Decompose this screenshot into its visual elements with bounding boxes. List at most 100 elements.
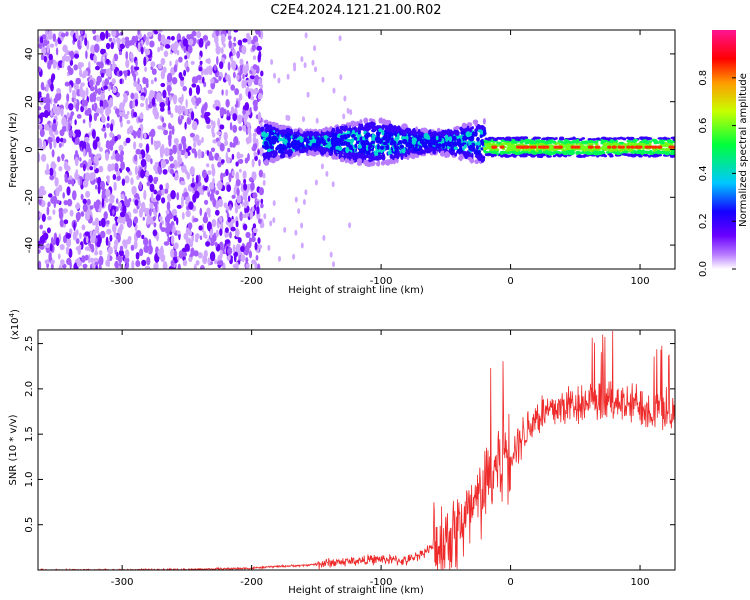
spectrogram-cell (232, 113, 238, 122)
spectrogram-cell (385, 125, 391, 132)
spectrogram-cell (293, 65, 297, 72)
spectrogram-cell (95, 225, 100, 234)
spectrogram-cell (75, 238, 80, 245)
spectrogram-cell (172, 144, 177, 155)
spectrogram-cell (423, 145, 429, 149)
spectrogram-cell (98, 263, 102, 269)
spectrogram-cell (358, 149, 365, 154)
spectrogram-cell (94, 84, 98, 92)
spectrogram-cell (223, 131, 228, 141)
spectrogram-cell (563, 139, 569, 142)
snr-background (38, 330, 675, 570)
spectrogram-cell (254, 261, 258, 269)
spectrogram-cell (198, 38, 204, 48)
spectrogram-cell (168, 155, 174, 162)
spectrogram-cell (98, 250, 103, 256)
spectrogram-cell (105, 188, 111, 198)
spectrogram-cell (77, 129, 81, 138)
spectrogram-cell (210, 119, 214, 127)
spectrogram-cell (476, 137, 480, 142)
spectrogram-cell (225, 168, 229, 177)
spectrogram-cell (125, 51, 129, 60)
spectrogram-cell (207, 65, 213, 75)
spectrogram-cell (303, 62, 307, 69)
spectrogram-cell (249, 106, 252, 114)
spectrogram-cell (663, 144, 668, 148)
spectrogram-cell (214, 79, 219, 84)
spectrogram-cell (314, 66, 317, 73)
spectrogram-cell (59, 137, 64, 143)
top-y-axis-label: Frequency (Hz) (8, 112, 19, 188)
spectrogram-cell (567, 152, 573, 155)
spectrogram-cell (191, 76, 197, 84)
spectrogram-cell (608, 149, 614, 152)
spectrogram-cell (162, 261, 168, 269)
spectrogram-cell (514, 138, 521, 141)
spectrogram-cell (107, 253, 110, 263)
spectrogram-cell (600, 140, 605, 143)
spectrogram-cell (213, 120, 216, 129)
spectrogram-cell (112, 57, 115, 67)
spectrogram-cell (345, 146, 350, 154)
spectrogram-cell (126, 261, 130, 269)
spectrogram-peak (491, 145, 496, 149)
spectrogram-cell (209, 228, 213, 239)
spectrogram-cell (64, 81, 70, 87)
spectrogram-cell (68, 128, 73, 139)
spectrogram-cell (100, 230, 106, 239)
spectrogram-cell (180, 115, 184, 120)
spectrogram-cell (85, 236, 89, 244)
spectrogram-cell (356, 158, 363, 164)
spectrogram-cell (94, 251, 99, 256)
spectrogram-cell (354, 143, 358, 148)
spectrogram-cell (306, 91, 310, 98)
spectrogram-cell (58, 253, 61, 260)
spectrogram-cell (304, 189, 308, 196)
spectrogram-cell (105, 106, 110, 117)
spectrogram-cell (187, 230, 193, 237)
spectrogram-cell (176, 217, 179, 226)
bottom-x-tick-label: -200 (240, 577, 263, 588)
spectrogram-cell (95, 65, 100, 71)
spectrogram-cell (214, 34, 219, 44)
spectrogram-cell (303, 148, 308, 153)
spectrogram-cell (243, 178, 247, 184)
spectrogram-cell (63, 219, 69, 225)
spectrogram-cell (98, 61, 104, 69)
spectrogram-cell (205, 241, 211, 247)
spectrogram-cell (178, 143, 183, 152)
spectrogram-cell (153, 189, 158, 195)
spectrogram-cell (143, 34, 147, 41)
spectrogram-cell (248, 239, 252, 249)
spectrogram-cell (118, 144, 124, 152)
spectrogram-cell (482, 118, 486, 125)
spectrogram-cell (288, 130, 294, 134)
spectrogram-cell (332, 261, 335, 268)
spectrogram-cell (648, 155, 651, 158)
spectrogram-cell (245, 263, 250, 269)
spectrogram-cell (150, 61, 156, 68)
spectrogram-cell (157, 46, 161, 53)
spectrogram-cell (277, 77, 281, 84)
spectrogram-cell (65, 233, 72, 239)
spectrogram-cell (84, 136, 90, 143)
spectrogram-cell (185, 200, 189, 206)
spectrogram-cell (311, 138, 317, 144)
spectrogram-cell (215, 209, 220, 216)
spectrogram-cell (329, 251, 333, 258)
spectrogram-cell (93, 165, 97, 170)
spectrogram-cell (81, 98, 85, 108)
spectrogram-cell (346, 130, 351, 134)
spectrogram-cell (216, 56, 219, 65)
spectrogram-cell (138, 142, 143, 149)
spectrogram-cell (357, 126, 362, 131)
spectrogram-cell (293, 134, 298, 139)
spectrogram-cell (173, 242, 179, 250)
spectrogram-cell (278, 149, 283, 154)
spectrogram-cell (219, 124, 225, 130)
spectrogram-cell (133, 92, 139, 102)
spectrogram-cell (466, 125, 470, 131)
spectrogram-cell (201, 136, 204, 144)
spectrogram-cell (370, 124, 373, 129)
spectrogram-cell (220, 172, 224, 181)
